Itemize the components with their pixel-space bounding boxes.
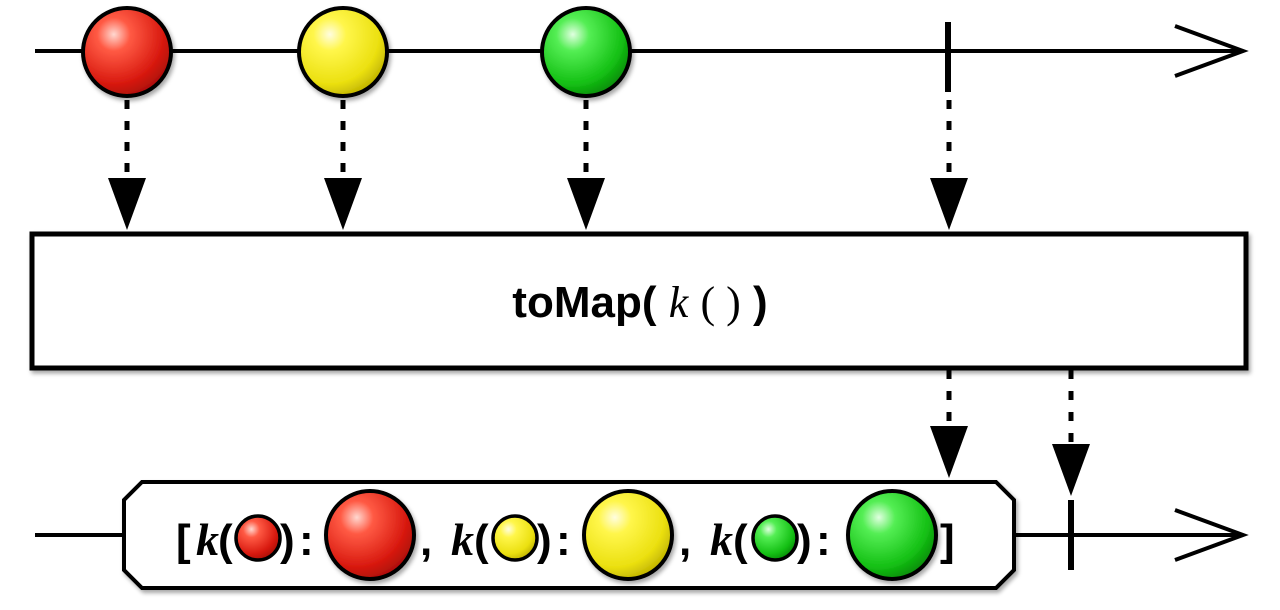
- result-colon: :: [816, 516, 831, 565]
- input-arrow-green: [567, 100, 605, 230]
- operator-box: toMap( k ( ) ): [29, 231, 1249, 371]
- result-close-paren: ): [280, 516, 295, 565]
- result-entry-red: k ( ) : ,: [196, 489, 432, 581]
- result-key-marble-yellow: [491, 514, 539, 562]
- result-key-marble-green: [751, 514, 799, 562]
- output-arrow-result: [930, 370, 968, 478]
- result-open-paren: (: [474, 516, 489, 565]
- result-colon: :: [556, 516, 571, 565]
- result-value-marble-yellow: [582, 489, 674, 581]
- input-marble-red: [81, 6, 173, 98]
- input-arrows: [108, 100, 968, 230]
- output-arrows: [930, 370, 1090, 496]
- input-arrow-yellow: [324, 100, 362, 230]
- result-close-paren: ): [797, 516, 812, 565]
- result-colon: :: [299, 516, 314, 565]
- operator-box-rect: [29, 231, 1249, 371]
- result-value-marble-green: [846, 489, 938, 581]
- operator-name: toMap(: [512, 278, 657, 327]
- result-key-fn: k: [451, 514, 474, 565]
- operator-label: toMap( k ( ) ): [512, 278, 767, 327]
- input-marbles: [81, 6, 632, 98]
- result-key-fn: k: [710, 514, 733, 565]
- result-key-marble-red: [234, 514, 282, 562]
- result-value-marble-red: [324, 489, 416, 581]
- input-timeline-arrowhead: [1174, 24, 1249, 78]
- operator-close: ): [753, 278, 768, 327]
- result-open-bracket: [: [176, 516, 191, 565]
- result-key-fn: k: [196, 514, 219, 565]
- operator-fn: k: [669, 278, 690, 327]
- result-close-paren: ): [537, 516, 552, 565]
- input-arrow-complete: [930, 100, 968, 230]
- result-open-paren: (: [733, 516, 748, 565]
- result-entry-yellow: k ( ) : ,: [451, 489, 691, 581]
- result-emission: [ k ( ) : , k ( ) : , k ( ) :: [122, 480, 1016, 590]
- output-arrow-complete: [1052, 370, 1090, 496]
- input-marble-yellow: [297, 6, 389, 98]
- result-separator: ,: [420, 516, 432, 565]
- input-arrow-red: [108, 100, 146, 230]
- result-entry-green: k ( ) :: [710, 489, 938, 581]
- result-open-paren: (: [218, 516, 233, 565]
- result-close-bracket: ]: [940, 516, 955, 565]
- output-timeline-arrowhead: [1174, 508, 1249, 562]
- result-separator: ,: [679, 516, 691, 565]
- operator-fn-parens: ( ): [700, 278, 740, 327]
- input-marble-green: [540, 6, 632, 98]
- input-timeline: [35, 22, 1249, 92]
